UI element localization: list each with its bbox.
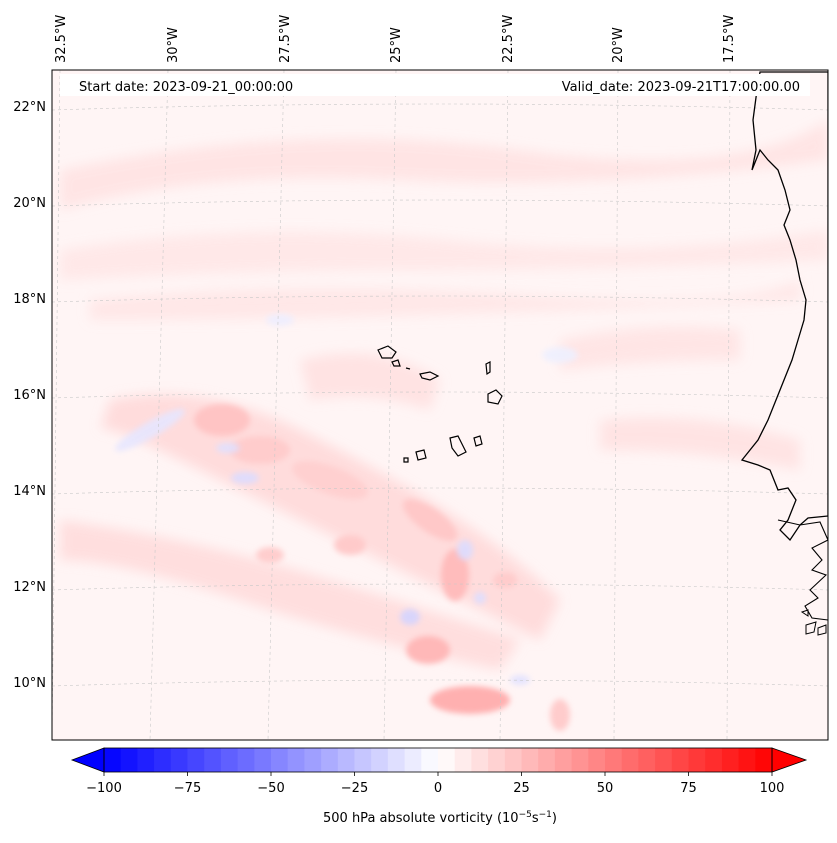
colorbar-segment	[655, 748, 673, 772]
map-panel: Start date: 2023-09-21_00:00:00 Valid_da…	[51, 69, 829, 741]
colorbar-segment	[220, 748, 238, 772]
colorbar-segment	[454, 748, 472, 772]
bijagos-islands	[800, 609, 827, 636]
colorbar-segments	[104, 748, 773, 772]
lat-label-12n: 12°N	[13, 580, 46, 595]
graticule	[52, 70, 828, 740]
lon-label-22-5w: 22.5°W	[501, 15, 516, 63]
map-frame	[51, 69, 829, 741]
colorbar-segment	[638, 748, 656, 772]
colorbar-segment	[721, 748, 739, 772]
colorbar-tick-label: −25	[341, 781, 368, 796]
lat-label-18n: 18°N	[13, 292, 46, 307]
colorbar-segment	[237, 748, 255, 772]
cape-verde-islands	[377, 345, 503, 463]
colorbar-segment	[738, 748, 756, 772]
lat-label-10n: 10°N	[13, 676, 46, 691]
colorbar-segment	[104, 748, 122, 772]
colorbar-segment	[170, 748, 188, 772]
colorbar-extend-low	[70, 747, 105, 773]
colorbar-segment	[371, 748, 389, 772]
latitude-labels: 22°N 20°N 18°N 16°N 14°N 12°N 10°N	[13, 100, 46, 691]
colorbar-tick-label: 75	[680, 781, 697, 796]
colorbar-segment	[705, 748, 723, 772]
vorticity-field	[52, 70, 828, 740]
colorbar-segment	[621, 748, 639, 772]
lat-label-14n: 14°N	[13, 484, 46, 499]
lat-label-16n: 16°N	[13, 388, 46, 403]
colorbar-segment	[488, 748, 506, 772]
valid-date-label: Valid_date: 2023-09-21T17:00:00.00	[562, 80, 800, 95]
colorbar-tick-label: 25	[513, 781, 530, 796]
colorbar-segment	[287, 748, 305, 772]
lon-label-27-5w: 27.5°W	[278, 15, 293, 63]
colorbar-segment	[154, 748, 172, 772]
colorbar-segment	[688, 748, 706, 772]
colorbar-segment	[271, 748, 289, 772]
colorbar-segment	[137, 748, 155, 772]
lon-label-17-5w: 17.5°W	[722, 15, 737, 63]
colorbar-segment	[387, 748, 405, 772]
colorbar-segment	[254, 748, 272, 772]
colorbar-segment	[187, 748, 205, 772]
lon-label-30w: 30°W	[166, 27, 181, 63]
colorbar-tick-label: −75	[174, 781, 201, 796]
header-band	[60, 74, 810, 96]
colorbar-segment	[404, 748, 422, 772]
colorbar-segment	[120, 748, 138, 772]
colorbar-segment	[521, 748, 539, 772]
colorbar-segment	[337, 748, 355, 772]
colorbar-segment	[471, 748, 489, 772]
senegal-gambia-coast	[777, 519, 828, 621]
colorbar-tick-label: 50	[597, 781, 614, 796]
colorbar: −100 −75 −50 −25 0 25 50 75 100 500 hPa absolute…	[70, 747, 808, 826]
lon-label-20w: 20°W	[611, 27, 626, 63]
colorbar-tick-label: 0	[434, 781, 442, 796]
longitude-labels: 32.5°W 30°W 27.5°W 25°W 22.5°W 20°W 17.5…	[54, 15, 737, 63]
start-date-label: Start date: 2023-09-21_00:00:00	[79, 80, 293, 95]
colorbar-segment	[421, 748, 439, 772]
colorbar-segment	[304, 748, 322, 772]
colorbar-segment	[605, 748, 623, 772]
colorbar-tick-label: 100	[760, 781, 785, 796]
colorbar-segment	[354, 748, 372, 772]
colorbar-segment	[504, 748, 522, 772]
lon-label-32-5w: 32.5°W	[54, 15, 69, 63]
colorbar-segment	[554, 748, 572, 772]
colorbar-segment	[671, 748, 689, 772]
colorbar-segment	[204, 748, 222, 772]
colorbar-tick-label: −50	[257, 781, 284, 796]
lat-label-20n: 20°N	[13, 196, 46, 211]
colorbar-tick-label: −100	[86, 781, 122, 796]
colorbar-segment	[588, 748, 606, 772]
colorbar-segment	[755, 748, 773, 772]
lat-label-22n: 22°N	[13, 100, 46, 115]
colorbar-segment	[321, 748, 339, 772]
colorbar-label: 500 hPa absolute vorticity (10−5s−1)	[323, 810, 557, 826]
colorbar-segment	[538, 748, 556, 772]
colorbar-segment	[438, 748, 456, 772]
colorbar-ticks: −100 −75 −50 −25 0 25 50 75 100	[86, 772, 784, 796]
colorbar-extend-high	[771, 747, 808, 773]
colorbar-segment	[571, 748, 589, 772]
lon-label-25w: 25°W	[389, 27, 404, 63]
